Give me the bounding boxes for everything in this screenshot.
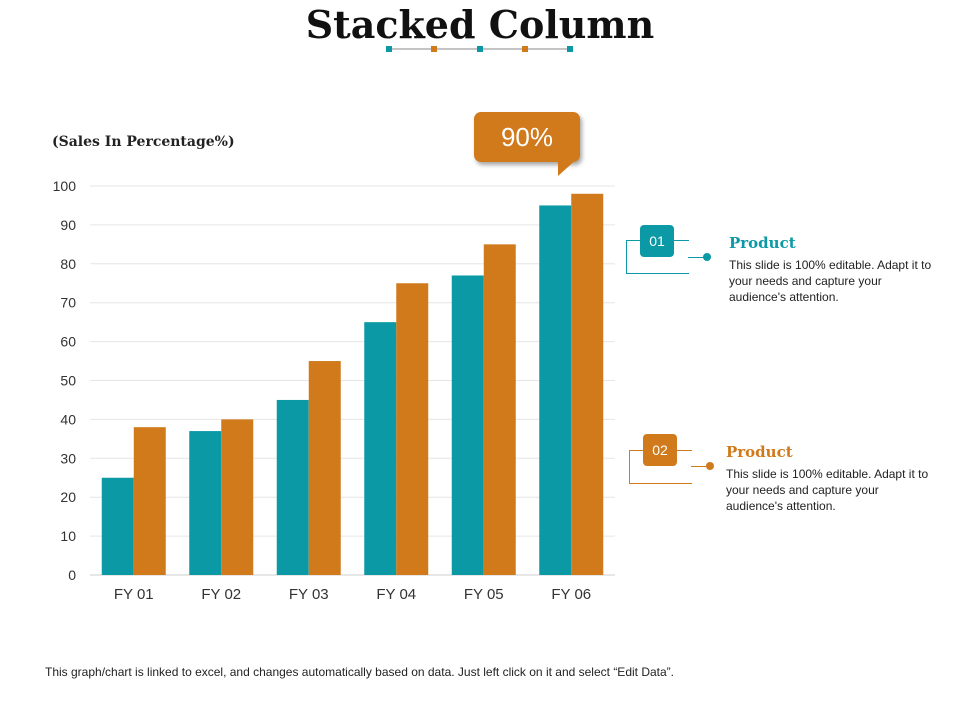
bar xyxy=(451,275,484,575)
bar xyxy=(189,431,222,575)
y-tick-label: 70 xyxy=(60,295,76,311)
legend-badge-1: 01 xyxy=(640,225,674,257)
bar xyxy=(539,205,572,575)
legend-connector-2 xyxy=(691,466,709,467)
y-tick-label: 20 xyxy=(60,489,76,505)
bar xyxy=(396,283,429,575)
y-tick-label: 90 xyxy=(60,217,76,233)
legend-title-1: Product xyxy=(729,234,796,252)
x-tick-label: FY 06 xyxy=(551,586,591,603)
x-tick-label: FY 01 xyxy=(114,586,154,603)
y-tick-label: 10 xyxy=(60,528,76,544)
footer-note: This graph/chart is linked to excel, and… xyxy=(45,665,674,679)
legend-desc-1: This slide is 100% editable. Adapt it to… xyxy=(729,258,932,304)
bar xyxy=(483,244,516,575)
bar xyxy=(101,477,134,575)
x-tick-label: FY 02 xyxy=(201,586,241,603)
x-tick-label: FY 03 xyxy=(289,586,329,603)
legend-connector-1 xyxy=(688,257,706,258)
x-tick-label: FY 05 xyxy=(464,586,504,603)
bar xyxy=(133,427,166,575)
y-axis-label: (Sales In Percentage%) xyxy=(52,134,235,150)
y-tick-label: 100 xyxy=(53,178,77,194)
bar xyxy=(364,322,397,575)
y-tick-label: 40 xyxy=(60,411,76,427)
y-tick-label: 80 xyxy=(60,256,76,272)
bar xyxy=(276,399,309,575)
y-tick-label: 30 xyxy=(60,450,76,466)
y-tick-label: 50 xyxy=(60,373,76,389)
x-tick-label: FY 04 xyxy=(376,586,416,603)
legend-title-2: Product xyxy=(726,443,793,461)
legend-dot-2 xyxy=(706,462,714,470)
bar xyxy=(308,361,341,575)
callout-tail xyxy=(558,158,578,176)
title-divider xyxy=(386,46,573,52)
legend-badge-2: 02 xyxy=(643,434,677,466)
legend-desc-2: This slide is 100% editable. Adapt it to… xyxy=(726,467,929,513)
y-tick-label: 60 xyxy=(60,334,76,350)
slide-title: Stacked Column xyxy=(305,2,655,47)
bar xyxy=(571,193,604,575)
legend-dot-1 xyxy=(703,253,711,261)
bar xyxy=(221,419,254,575)
percentage-callout: 90% xyxy=(474,112,580,162)
y-tick-label: 0 xyxy=(68,567,76,583)
